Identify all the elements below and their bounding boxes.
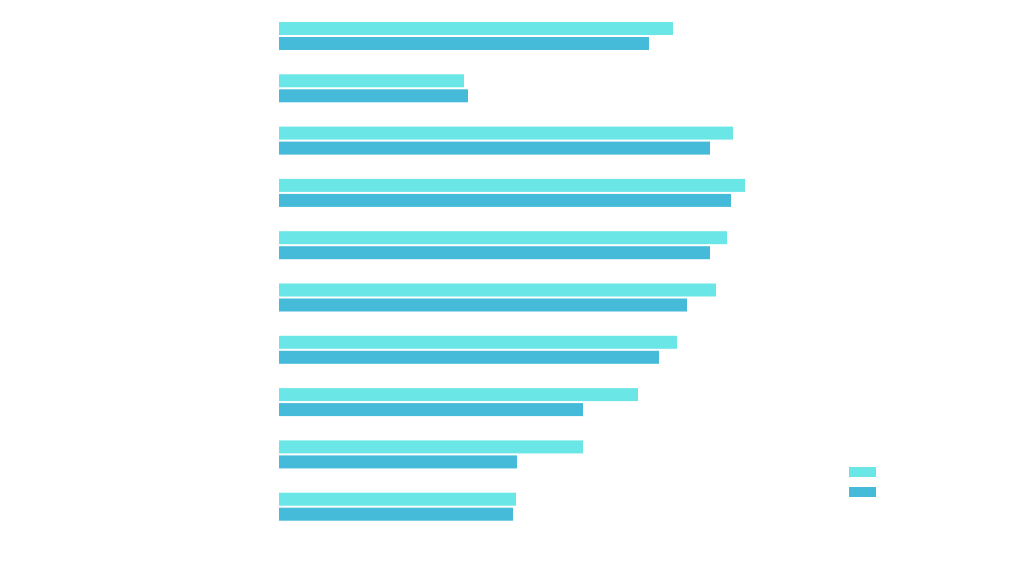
bar-series-1 [279,231,727,245]
bar-group [279,492,516,521]
bar-group [279,74,468,103]
bar-series-1 [279,492,516,506]
legend [849,467,876,497]
bar-series-1 [279,440,583,454]
bar-series-1 [279,74,464,88]
bar-series-2 [279,350,659,364]
bar-group [279,440,583,469]
bar-series-1 [279,22,673,35]
bar-series-1 [279,283,716,297]
bar-series-2 [279,141,710,155]
bar-group [279,388,638,417]
bar-series-2 [279,246,710,260]
bar-group [279,22,673,50]
bar-series-1 [279,335,677,349]
bar-series-1 [279,126,733,140]
bar-group [279,283,716,312]
bars-layer [279,22,745,521]
bar-series-2 [279,403,583,417]
legend-swatch-series-1 [849,467,876,477]
bar-series-2 [279,193,731,207]
bar-group [279,231,727,260]
bar-series-1 [279,178,745,192]
bar-group [279,335,677,364]
bar-group [279,126,733,155]
bar-series-2 [279,298,687,312]
bar-series-2 [279,89,468,103]
legend-swatch-series-2 [849,487,876,497]
bar-group [279,178,745,207]
bar-series-2 [279,455,517,469]
bar-series-1 [279,388,638,402]
bar-series-2 [279,507,513,521]
bar-series-2 [279,37,649,50]
